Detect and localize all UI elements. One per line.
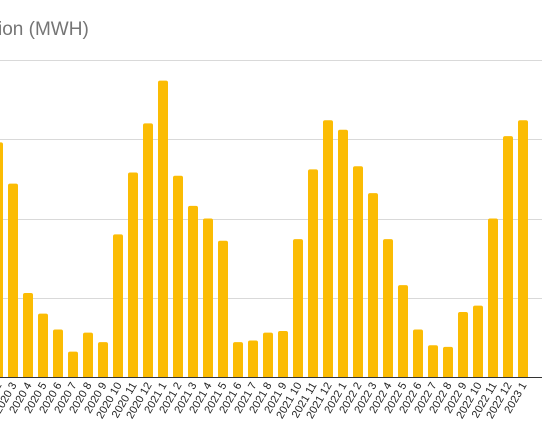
- bar[interactable]: [383, 239, 393, 377]
- chart-title: ion (MWH): [0, 19, 89, 40]
- bar[interactable]: [293, 239, 303, 377]
- bar[interactable]: [8, 183, 18, 377]
- bar[interactable]: [23, 292, 33, 377]
- bar[interactable]: [203, 218, 213, 378]
- bar[interactable]: [143, 123, 153, 378]
- bar[interactable]: [413, 329, 423, 377]
- bar[interactable]: [83, 332, 93, 377]
- bar[interactable]: [113, 234, 123, 377]
- bar[interactable]: [0, 142, 3, 377]
- bar[interactable]: [263, 332, 273, 377]
- gridlines: [0, 60, 542, 378]
- bars: [0, 80, 528, 378]
- bar[interactable]: [98, 342, 108, 377]
- bar[interactable]: [398, 285, 408, 377]
- bar[interactable]: [353, 166, 363, 377]
- bar[interactable]: [368, 193, 378, 377]
- bar[interactable]: [503, 136, 513, 377]
- bar[interactable]: [443, 346, 453, 377]
- bar[interactable]: [278, 331, 288, 377]
- bar[interactable]: [68, 351, 78, 377]
- bar[interactable]: [473, 305, 483, 377]
- bar[interactable]: [248, 340, 258, 377]
- bar[interactable]: [128, 172, 138, 377]
- bar[interactable]: [218, 240, 228, 377]
- bar[interactable]: [188, 205, 198, 377]
- bar[interactable]: [38, 313, 48, 377]
- bar[interactable]: [428, 345, 438, 377]
- bar[interactable]: [173, 175, 183, 377]
- bar[interactable]: [518, 120, 528, 377]
- bar[interactable]: [458, 312, 468, 377]
- bar[interactable]: [53, 329, 63, 377]
- bar[interactable]: [338, 129, 348, 377]
- bar[interactable]: [158, 80, 168, 377]
- bar[interactable]: [323, 120, 333, 377]
- bar[interactable]: [233, 342, 243, 377]
- bar[interactable]: [308, 169, 318, 377]
- bar[interactable]: [488, 218, 498, 378]
